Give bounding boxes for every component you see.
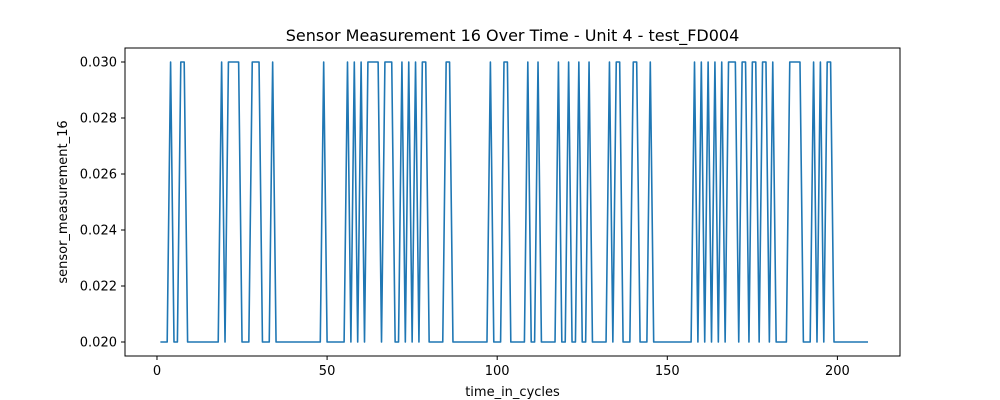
x-tick-label: 50 <box>319 364 336 379</box>
y-tick-label: 0.024 <box>80 224 117 239</box>
y-tick-label: 0.026 <box>80 168 117 183</box>
chart-title: Sensor Measurement 16 Over Time - Unit 4… <box>286 26 740 46</box>
x-axis-ticks: 0 50 100 150 200 <box>153 356 850 379</box>
plot-area <box>160 61 869 343</box>
y-tick-label: 0.030 <box>80 56 117 71</box>
axes-frame <box>124 47 901 357</box>
y-tick-label: 0.020 <box>80 336 117 351</box>
y-tick-label: 0.028 <box>80 112 117 127</box>
x-tick-label: 150 <box>655 364 680 379</box>
y-axis-label: sensor_measurement_16 <box>56 120 71 283</box>
x-tick-label: 100 <box>485 364 510 379</box>
y-tick-label: 0.022 <box>80 280 117 295</box>
series-line <box>160 61 869 343</box>
x-axis-label: time_in_cycles <box>465 385 560 400</box>
x-tick-label: 200 <box>825 364 850 379</box>
y-axis-ticks: 0.020 0.022 0.024 0.026 0.028 0.030 <box>80 56 125 351</box>
x-tick-label: 0 <box>153 364 161 379</box>
